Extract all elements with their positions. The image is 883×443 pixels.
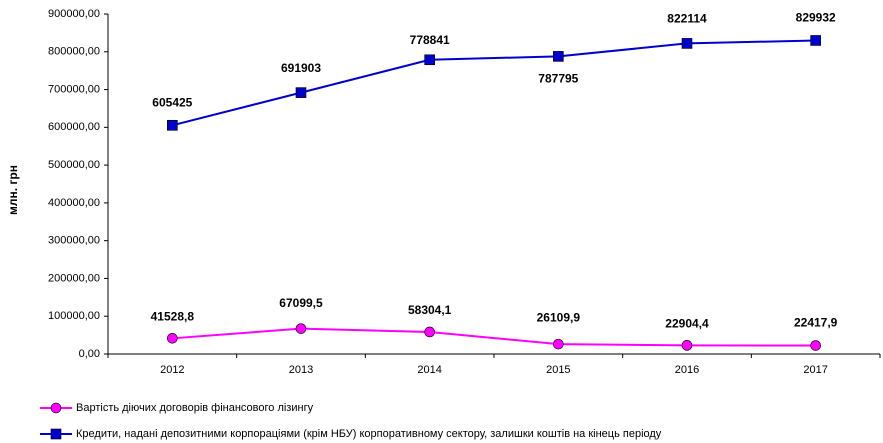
y-axis-label: млн. грн bbox=[6, 165, 20, 215]
data-point bbox=[681, 340, 693, 351]
y-tick-label: 800000,00 bbox=[48, 46, 100, 58]
legend-label: Вартість діючих договорів фінансового лі… bbox=[76, 402, 314, 414]
y-tick-label: 600000,00 bbox=[48, 121, 100, 133]
data-label: 605425 bbox=[152, 95, 192, 109]
data-label: 22904,4 bbox=[665, 317, 709, 331]
data-label: 829932 bbox=[796, 11, 836, 25]
data-label: 26109,9 bbox=[537, 310, 581, 324]
y-tick-label: 900000,00 bbox=[48, 8, 100, 20]
legend-marker bbox=[50, 428, 62, 440]
data-point bbox=[553, 51, 564, 62]
x-tick-label: 2012 bbox=[160, 364, 184, 376]
data-point bbox=[810, 340, 821, 351]
data-label: 22417,9 bbox=[794, 316, 838, 330]
data-point bbox=[424, 54, 435, 66]
data-label: 778841 bbox=[410, 33, 450, 47]
x-tick-label: 2013 bbox=[289, 364, 313, 376]
data-point bbox=[553, 338, 564, 350]
data-point bbox=[810, 35, 821, 46]
series-line bbox=[172, 327, 816, 347]
y-tick-label: 0,00 bbox=[79, 348, 100, 360]
data-label: 58304,1 bbox=[408, 303, 452, 317]
x-tick-label: 2015 bbox=[546, 364, 570, 376]
y-tick-label: 100000,00 bbox=[48, 310, 100, 322]
data-point bbox=[295, 323, 307, 334]
y-tick-label: 500000,00 bbox=[48, 159, 100, 171]
data-point bbox=[167, 119, 178, 131]
data-point bbox=[424, 326, 435, 338]
data-point bbox=[681, 38, 693, 49]
data-label: 691903 bbox=[281, 61, 321, 75]
data-label: 67099,5 bbox=[279, 296, 323, 310]
data-label: 787795 bbox=[538, 72, 578, 86]
data-label: 822114 bbox=[667, 12, 707, 26]
series-line bbox=[172, 39, 816, 127]
data-point bbox=[167, 333, 178, 344]
y-tick-label: 300000,00 bbox=[48, 235, 100, 247]
legend-marker bbox=[50, 402, 62, 414]
legend-label: Кредити, надані депозитними корпораціями… bbox=[76, 428, 662, 440]
y-tick-label: 400000,00 bbox=[48, 197, 100, 209]
y-tick-label: 200000,00 bbox=[48, 272, 100, 284]
x-tick-label: 2016 bbox=[675, 364, 699, 376]
y-tick-label: 700000,00 bbox=[48, 83, 100, 95]
data-label: 41528,8 bbox=[151, 309, 195, 323]
data-point bbox=[295, 87, 307, 98]
x-tick-label: 2017 bbox=[803, 364, 827, 376]
x-tick-label: 2014 bbox=[417, 364, 441, 376]
